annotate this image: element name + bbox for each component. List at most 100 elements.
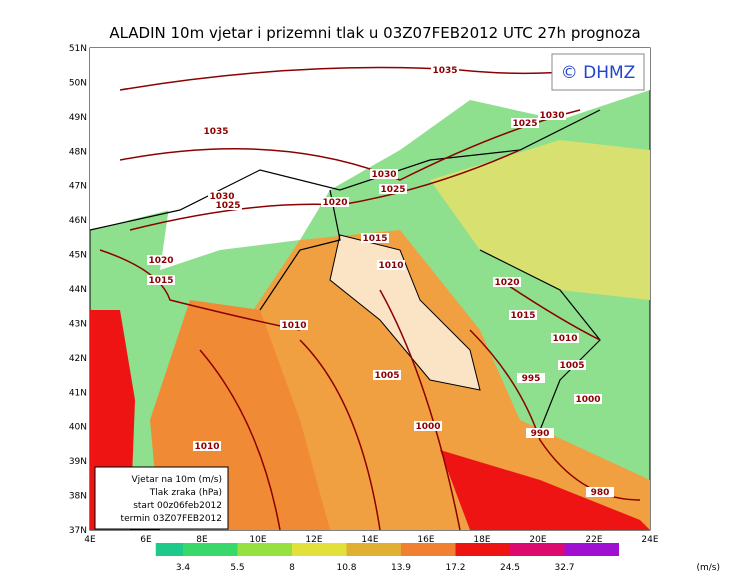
isobar-label-bg <box>147 255 175 265</box>
colorbar-swatch <box>510 543 565 556</box>
lon-label: 24E <box>641 535 658 545</box>
isobar-label: 1020 <box>494 278 519 288</box>
isobar-label-bg <box>379 184 407 194</box>
colorbar-swatch <box>401 543 456 556</box>
isobar-label: 1035 <box>432 66 457 76</box>
legend-text: Tlak zraka (hPa) <box>149 488 222 498</box>
isobar-label: 1010 <box>281 321 306 331</box>
colorbar-swatch <box>346 543 401 556</box>
colorbar-label: 3.4 <box>176 563 191 573</box>
isobar-label-bg <box>377 260 405 270</box>
lat-label: 44N <box>69 285 87 295</box>
lat-label: 51N <box>69 44 87 54</box>
isobar-label: 1000 <box>575 395 600 405</box>
lat-label: 43N <box>69 319 87 329</box>
lat-label: 37N <box>69 526 87 536</box>
colorbar-swatch <box>564 543 619 556</box>
lat-label: 47N <box>69 182 87 192</box>
isobar-label-bg <box>431 65 459 75</box>
isobar-label-bg <box>202 126 230 136</box>
isobar-label-bg <box>511 118 539 128</box>
lon-label: 12E <box>305 535 322 545</box>
colorbar-label: 10.8 <box>336 563 356 573</box>
isobar-label: 1010 <box>552 334 577 344</box>
lat-label: 38N <box>69 492 87 502</box>
isobar-label-bg <box>558 360 586 370</box>
calm-area <box>160 170 330 270</box>
lon-label: 16E <box>417 535 434 545</box>
isobar-label-bg <box>493 277 521 287</box>
isobar-label: 1015 <box>510 311 535 321</box>
lat-label: 48N <box>69 147 87 157</box>
lon-label: 10E <box>249 535 266 545</box>
lon-label: 20E <box>529 535 546 545</box>
isobar-label-bg <box>208 191 236 201</box>
lon-label: 14E <box>361 535 378 545</box>
isobar-label-bg <box>214 200 242 210</box>
wind-area <box>430 140 650 300</box>
isobar-label-bg <box>574 394 602 404</box>
strong-wind-area <box>440 450 650 530</box>
colorbar-swatch <box>155 543 183 556</box>
lat-label: 40N <box>69 423 87 433</box>
lat-label: 50N <box>69 78 87 88</box>
lon-label: 18E <box>473 535 490 545</box>
isobar-label: 1030 <box>209 192 234 202</box>
isobar-label-bg <box>414 421 442 431</box>
isobar-label-bg <box>551 333 579 343</box>
isobar-label-bg <box>538 110 566 120</box>
isobar-label: 1005 <box>374 371 399 381</box>
isobar-label: 995 <box>522 374 541 384</box>
colorbar-label: 17.2 <box>445 563 465 573</box>
isobar-label: 1005 <box>559 361 584 371</box>
isobar-label: 1015 <box>148 276 173 286</box>
title: ALADIN 10m vjetar i prizemni tlak u 03Z0… <box>109 24 640 42</box>
lat-label: 49N <box>69 113 87 123</box>
colorbar-swatch <box>183 543 238 556</box>
isobar-label: 1015 <box>362 234 387 244</box>
legend-box <box>94 466 229 530</box>
lat-label: 46N <box>69 216 87 226</box>
map-area <box>89 47 651 531</box>
colorbar-swatch <box>455 543 510 556</box>
isobar-label-bg <box>373 370 401 380</box>
legend-text: Vjetar na 10m (m/s) <box>132 475 222 485</box>
isobar-label-bg <box>509 310 537 320</box>
isobar-label: 1030 <box>371 170 396 180</box>
colorbar-swatch <box>237 543 292 556</box>
lat-label: 45N <box>69 251 87 261</box>
lon-label: 6E <box>140 535 152 545</box>
lat-label: 39N <box>69 457 87 467</box>
colorbar-label: 32.7 <box>554 563 574 573</box>
isobar-label: 1025 <box>512 119 537 129</box>
isobar-label: 1000 <box>415 422 440 432</box>
isobar-label-bg <box>526 428 554 438</box>
colorbar-unit: (m/s) <box>696 563 720 573</box>
isobar-label-bg <box>517 373 545 383</box>
isobar-label-bg <box>321 197 349 207</box>
isobar-label: 1020 <box>322 198 347 208</box>
isobar-label: 1020 <box>148 256 173 266</box>
legend-text: termin 03Z07FEB2012 <box>121 514 222 524</box>
isobar-label: 1030 <box>539 111 564 121</box>
isobar-label-bg <box>193 441 221 451</box>
isobar-label: 1010 <box>378 261 403 271</box>
isobar-label: 1025 <box>380 185 405 195</box>
isobar-label-bg <box>147 275 175 285</box>
copyright-box <box>551 53 645 91</box>
colorbar-label: 8 <box>289 563 295 573</box>
copyright: © DHMZ <box>561 63 636 83</box>
legend-text: start 00z06feb2012 <box>133 501 222 511</box>
colorbar-label: 13.9 <box>391 563 411 573</box>
lon-label: 22E <box>585 535 602 545</box>
isobar-label-bg <box>586 487 614 497</box>
colorbar-label: 24.5 <box>500 563 520 573</box>
isobar-label: 980 <box>591 488 610 498</box>
lon-label: 4E <box>84 535 96 545</box>
lat-label: 41N <box>69 388 87 398</box>
land <box>329 234 481 391</box>
lat-label: 42N <box>69 354 87 364</box>
lon-label: 8E <box>196 535 208 545</box>
colorbar-swatch <box>292 543 347 556</box>
